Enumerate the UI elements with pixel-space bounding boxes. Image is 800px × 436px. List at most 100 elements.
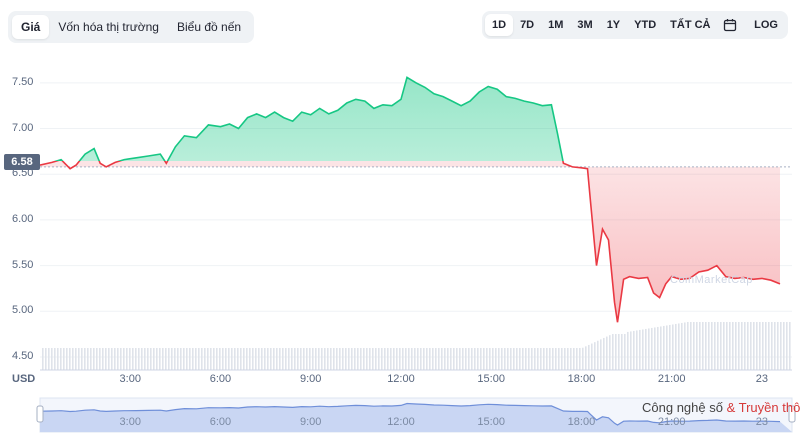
volume-bar <box>150 348 152 370</box>
volume-bar <box>312 348 314 370</box>
tab-price[interactable]: Giá <box>12 15 50 39</box>
tab-market-cap[interactable]: Vốn hóa thị trường <box>58 20 159 34</box>
volume-bar <box>537 348 539 370</box>
volume-bar <box>744 322 746 370</box>
volume-bar <box>165 348 167 370</box>
price-area <box>40 77 780 323</box>
volume-bar <box>345 348 347 370</box>
volume-bar <box>132 348 134 370</box>
volume-bar <box>327 348 329 370</box>
volume-bar <box>309 348 311 370</box>
volume-bar <box>114 348 116 370</box>
volume-bar <box>654 327 656 370</box>
volume-bar <box>72 348 74 370</box>
range-all[interactable]: TẤT CẢ <box>670 19 711 31</box>
volume-bar <box>468 348 470 370</box>
volume-bar <box>660 326 662 370</box>
range-1d[interactable]: 1D <box>485 14 514 36</box>
range-1m[interactable]: 1M <box>548 19 564 31</box>
volume-bar <box>48 348 50 370</box>
site-watermark: Công nghệ số & Truyền thông <box>642 400 800 415</box>
volume-bar <box>213 348 215 370</box>
volume-bar <box>600 339 602 370</box>
volume-bar <box>240 348 242 370</box>
volume-bar <box>210 348 212 370</box>
volume-bar <box>138 348 140 370</box>
y-tick-label: 5.50 <box>12 258 34 271</box>
navigator-x-tick-label: 21:00 <box>657 416 686 428</box>
volume-bar <box>207 348 209 370</box>
range-7d[interactable]: 7D <box>520 19 535 31</box>
volume-bar <box>756 322 758 370</box>
volume-bar <box>306 348 308 370</box>
range-navigator[interactable] <box>36 397 796 433</box>
volume-bar <box>282 348 284 370</box>
volume-bar <box>201 348 203 370</box>
calendar-icon[interactable] <box>717 14 743 36</box>
volume-bar <box>315 348 317 370</box>
volume-bar <box>636 330 638 370</box>
volume-bar <box>612 334 614 370</box>
range-3m[interactable]: 3M <box>577 19 593 31</box>
volume-bar <box>105 348 107 370</box>
volume-bar <box>96 348 98 370</box>
price-line <box>40 76 781 323</box>
tab-candlestick[interactable]: Biểu đồ nến <box>176 20 242 34</box>
log-scale-button[interactable]: LOG <box>754 19 778 31</box>
volume-bar <box>258 348 260 370</box>
volume-bar <box>381 348 383 370</box>
volume-bar <box>423 348 425 370</box>
volume-bar <box>267 348 269 370</box>
volume-bar <box>441 348 443 370</box>
volume-bar <box>324 348 326 370</box>
volume-bar <box>609 335 611 370</box>
volume-bar <box>714 322 716 370</box>
volume-bar <box>735 322 737 370</box>
volume-bar <box>177 348 179 370</box>
navigator-x-tick-label: 6:00 <box>209 416 232 428</box>
volume-bar <box>663 325 665 370</box>
volume-bars <box>42 322 791 370</box>
range-ytd[interactable]: YTD <box>634 19 657 31</box>
range-1y[interactable]: 1Y <box>606 19 621 31</box>
navigator-x-tick-label: 15:00 <box>477 416 505 428</box>
volume-bar <box>42 348 44 370</box>
volume-bar <box>396 348 398 370</box>
volume-bar <box>507 348 509 370</box>
volume-bar <box>687 322 689 370</box>
volume-bar <box>363 348 365 370</box>
navigator-line <box>39 402 781 426</box>
volume-bar <box>339 348 341 370</box>
volume-bar <box>711 322 713 370</box>
volume-bar <box>333 348 335 370</box>
volume-bar <box>399 348 401 370</box>
volume-bar <box>276 348 278 370</box>
volume-bar <box>519 348 521 370</box>
volume-bar <box>498 348 500 370</box>
volume-bar <box>255 348 257 370</box>
volume-bar <box>294 348 296 370</box>
volume-bar <box>420 348 422 370</box>
navigator-handle-right[interactable] <box>788 405 796 423</box>
volume-bar <box>291 348 293 370</box>
volume-bar <box>471 348 473 370</box>
volume-bar <box>684 322 686 370</box>
volume-bar <box>147 348 149 370</box>
volume-bar <box>606 336 608 370</box>
y-tick-label: 4.50 <box>12 350 34 362</box>
volume-bar <box>219 348 221 370</box>
volume-bar <box>249 348 251 370</box>
volume-bar <box>546 348 548 370</box>
volume-bar <box>585 346 587 370</box>
volume-bar <box>231 348 233 370</box>
volume-bar <box>279 348 281 370</box>
volume-bar <box>597 340 599 370</box>
volume-bar <box>762 322 764 370</box>
volume-bar <box>330 348 332 370</box>
navigator-x-tick-label: 12:00 <box>387 416 415 428</box>
volume-bar <box>666 325 668 370</box>
volume-bar <box>786 322 788 370</box>
navigator-handle-left[interactable] <box>36 405 44 423</box>
volume-bar <box>135 348 137 370</box>
